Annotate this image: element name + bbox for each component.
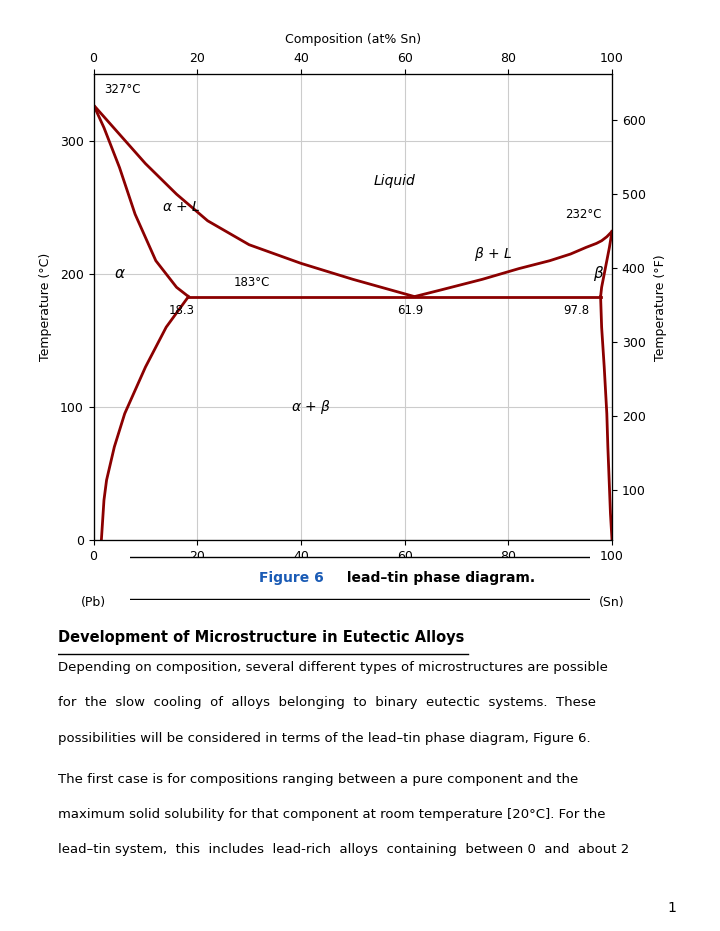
Text: $\alpha$: $\alpha$	[114, 266, 125, 281]
FancyBboxPatch shape	[125, 557, 595, 600]
Y-axis label: Temperature (°F): Temperature (°F)	[654, 254, 667, 360]
Text: $\alpha$ + L: $\alpha$ + L	[163, 200, 201, 214]
Text: maximum solid solubility for that component at room temperature [20°C]. For the: maximum solid solubility for that compon…	[58, 808, 605, 821]
X-axis label: Composition (wt% Sn): Composition (wt% Sn)	[284, 573, 422, 587]
Text: $\alpha$ + $\beta$: $\alpha$ + $\beta$	[292, 398, 331, 416]
Text: (Pb): (Pb)	[81, 596, 106, 609]
Text: The first case is for compositions ranging between a pure component and the: The first case is for compositions rangi…	[58, 773, 578, 786]
Text: Liquid: Liquid	[374, 174, 415, 188]
Text: Depending on composition, several different types of microstructures are possibl: Depending on composition, several differ…	[58, 661, 608, 674]
Text: $\beta$ + L: $\beta$ + L	[474, 245, 512, 263]
Text: 183°C: 183°C	[233, 276, 270, 289]
X-axis label: Composition (at% Sn): Composition (at% Sn)	[284, 34, 421, 47]
Text: possibilities will be considered in terms of the lead–tin phase diagram, Figure : possibilities will be considered in term…	[58, 732, 590, 745]
Text: for  the  slow  cooling  of  alloys  belonging  to  binary  eutectic  systems.  : for the slow cooling of alloys belonging…	[58, 696, 595, 709]
Text: 97.8: 97.8	[563, 304, 589, 317]
Text: $\beta$: $\beta$	[593, 264, 605, 283]
Text: Figure 6: Figure 6	[258, 571, 323, 586]
Y-axis label: Temperature (°C): Temperature (°C)	[39, 253, 52, 361]
Text: 1: 1	[668, 900, 677, 915]
Text: lead–tin phase diagram.: lead–tin phase diagram.	[341, 571, 535, 586]
Text: 61.9: 61.9	[397, 304, 423, 317]
Text: 18.3: 18.3	[168, 304, 195, 317]
Text: (Sn): (Sn)	[599, 596, 625, 609]
Text: Development of Microstructure in Eutectic Alloys: Development of Microstructure in Eutecti…	[58, 630, 464, 645]
Text: 232°C: 232°C	[565, 209, 602, 222]
Text: lead–tin system,  this  includes  lead-rich  alloys  containing  between 0  and : lead–tin system, this includes lead-rich…	[58, 843, 629, 857]
Text: 327°C: 327°C	[104, 83, 140, 96]
